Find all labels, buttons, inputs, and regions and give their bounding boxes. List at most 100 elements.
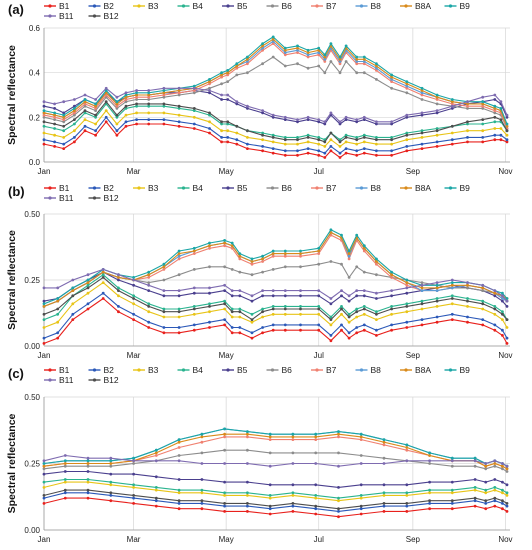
y-tick-label: 0.50 [24, 210, 40, 219]
data-point [481, 307, 485, 311]
data-point [271, 147, 275, 151]
data-point [329, 131, 333, 135]
data-point [435, 98, 439, 101]
data-point [505, 470, 509, 473]
data-point [271, 249, 275, 253]
data-point [405, 82, 409, 86]
series-line [43, 470, 508, 488]
data-point [405, 326, 409, 329]
legend-label: B4 [193, 1, 204, 11]
data-point [484, 488, 488, 492]
data-point [493, 127, 497, 130]
data-point [435, 93, 439, 97]
data-point [223, 494, 227, 497]
data-point [296, 48, 299, 52]
data-point [359, 512, 363, 516]
data-point [83, 111, 87, 115]
legend-item-b11: B11 [44, 375, 74, 385]
data-point [505, 299, 509, 303]
data-point [177, 249, 181, 253]
data-point [359, 507, 363, 511]
data-point [42, 142, 46, 146]
data-point [56, 297, 60, 300]
data-point [405, 278, 409, 282]
data-point [200, 499, 204, 503]
data-point [42, 326, 46, 329]
x-tick-label: Sep [406, 351, 421, 360]
data-point [109, 494, 113, 497]
data-point [42, 502, 46, 505]
series-b4 [42, 478, 509, 500]
data-point [177, 113, 181, 117]
data-point [135, 95, 139, 99]
data-point [250, 273, 254, 277]
data-point [208, 302, 211, 306]
data-point [390, 307, 393, 311]
data-point [493, 115, 497, 119]
data-point [117, 276, 120, 279]
data-point [220, 82, 224, 86]
data-point [337, 499, 340, 503]
data-point [268, 504, 272, 508]
legend-marker [48, 368, 52, 372]
data-point [192, 122, 196, 126]
legend-marker [137, 4, 141, 8]
data-point [62, 142, 66, 146]
data-point [154, 451, 158, 455]
y-tick-label: 0.50 [24, 393, 40, 402]
data-point [109, 472, 113, 476]
data-point [340, 289, 343, 292]
data-point [235, 66, 239, 70]
data-point [177, 502, 181, 505]
data-point [375, 291, 378, 295]
data-point [162, 310, 166, 314]
data-point [405, 115, 409, 119]
data-point [505, 467, 509, 471]
data-point [86, 478, 90, 481]
data-point [337, 464, 340, 468]
data-point [226, 129, 230, 133]
data-point [450, 302, 454, 306]
data-point [359, 435, 363, 439]
data-point [466, 286, 469, 290]
data-point [375, 138, 378, 142]
panel-2: (c) B1 B2 B3 B4 B5 B6 B7 B8 B8A B9 B11 B12 0.00 0.25 0.… [6, 365, 513, 544]
data-point [208, 326, 211, 329]
data-point [317, 312, 321, 316]
data-point [271, 307, 275, 311]
data-point [484, 462, 488, 465]
data-point [450, 102, 454, 106]
data-point [505, 115, 509, 119]
series-line [43, 110, 508, 147]
data-point [390, 323, 393, 327]
series-line [43, 497, 508, 518]
data-point [147, 281, 151, 284]
data-point [235, 100, 239, 104]
data-point [62, 113, 66, 117]
data-point [493, 104, 497, 108]
data-point [375, 312, 378, 316]
data-point [450, 499, 454, 503]
data-point [493, 93, 497, 97]
data-point [177, 438, 181, 441]
data-point [390, 78, 393, 81]
data-point [53, 140, 56, 144]
data-point [481, 286, 485, 290]
data-point [53, 102, 56, 106]
legend-marker [92, 4, 97, 8]
data-point [338, 62, 342, 66]
data-point [317, 149, 321, 153]
data-point [338, 71, 342, 75]
legend-item-b11: B11 [44, 11, 74, 21]
data-point [435, 133, 439, 137]
data-point [291, 491, 295, 495]
x-tick-label: Nov [498, 351, 512, 360]
legend-item-b7: B7 [311, 183, 337, 193]
data-point [109, 499, 113, 503]
series-b4 [42, 102, 509, 142]
legend: B1 B2 B3 B4 B5 B6 B7 B8 B8A B9 B11 B12 [44, 183, 470, 203]
data-point [132, 459, 136, 463]
data-point [71, 289, 75, 292]
series-b6 [42, 448, 509, 473]
data-point [135, 104, 139, 108]
